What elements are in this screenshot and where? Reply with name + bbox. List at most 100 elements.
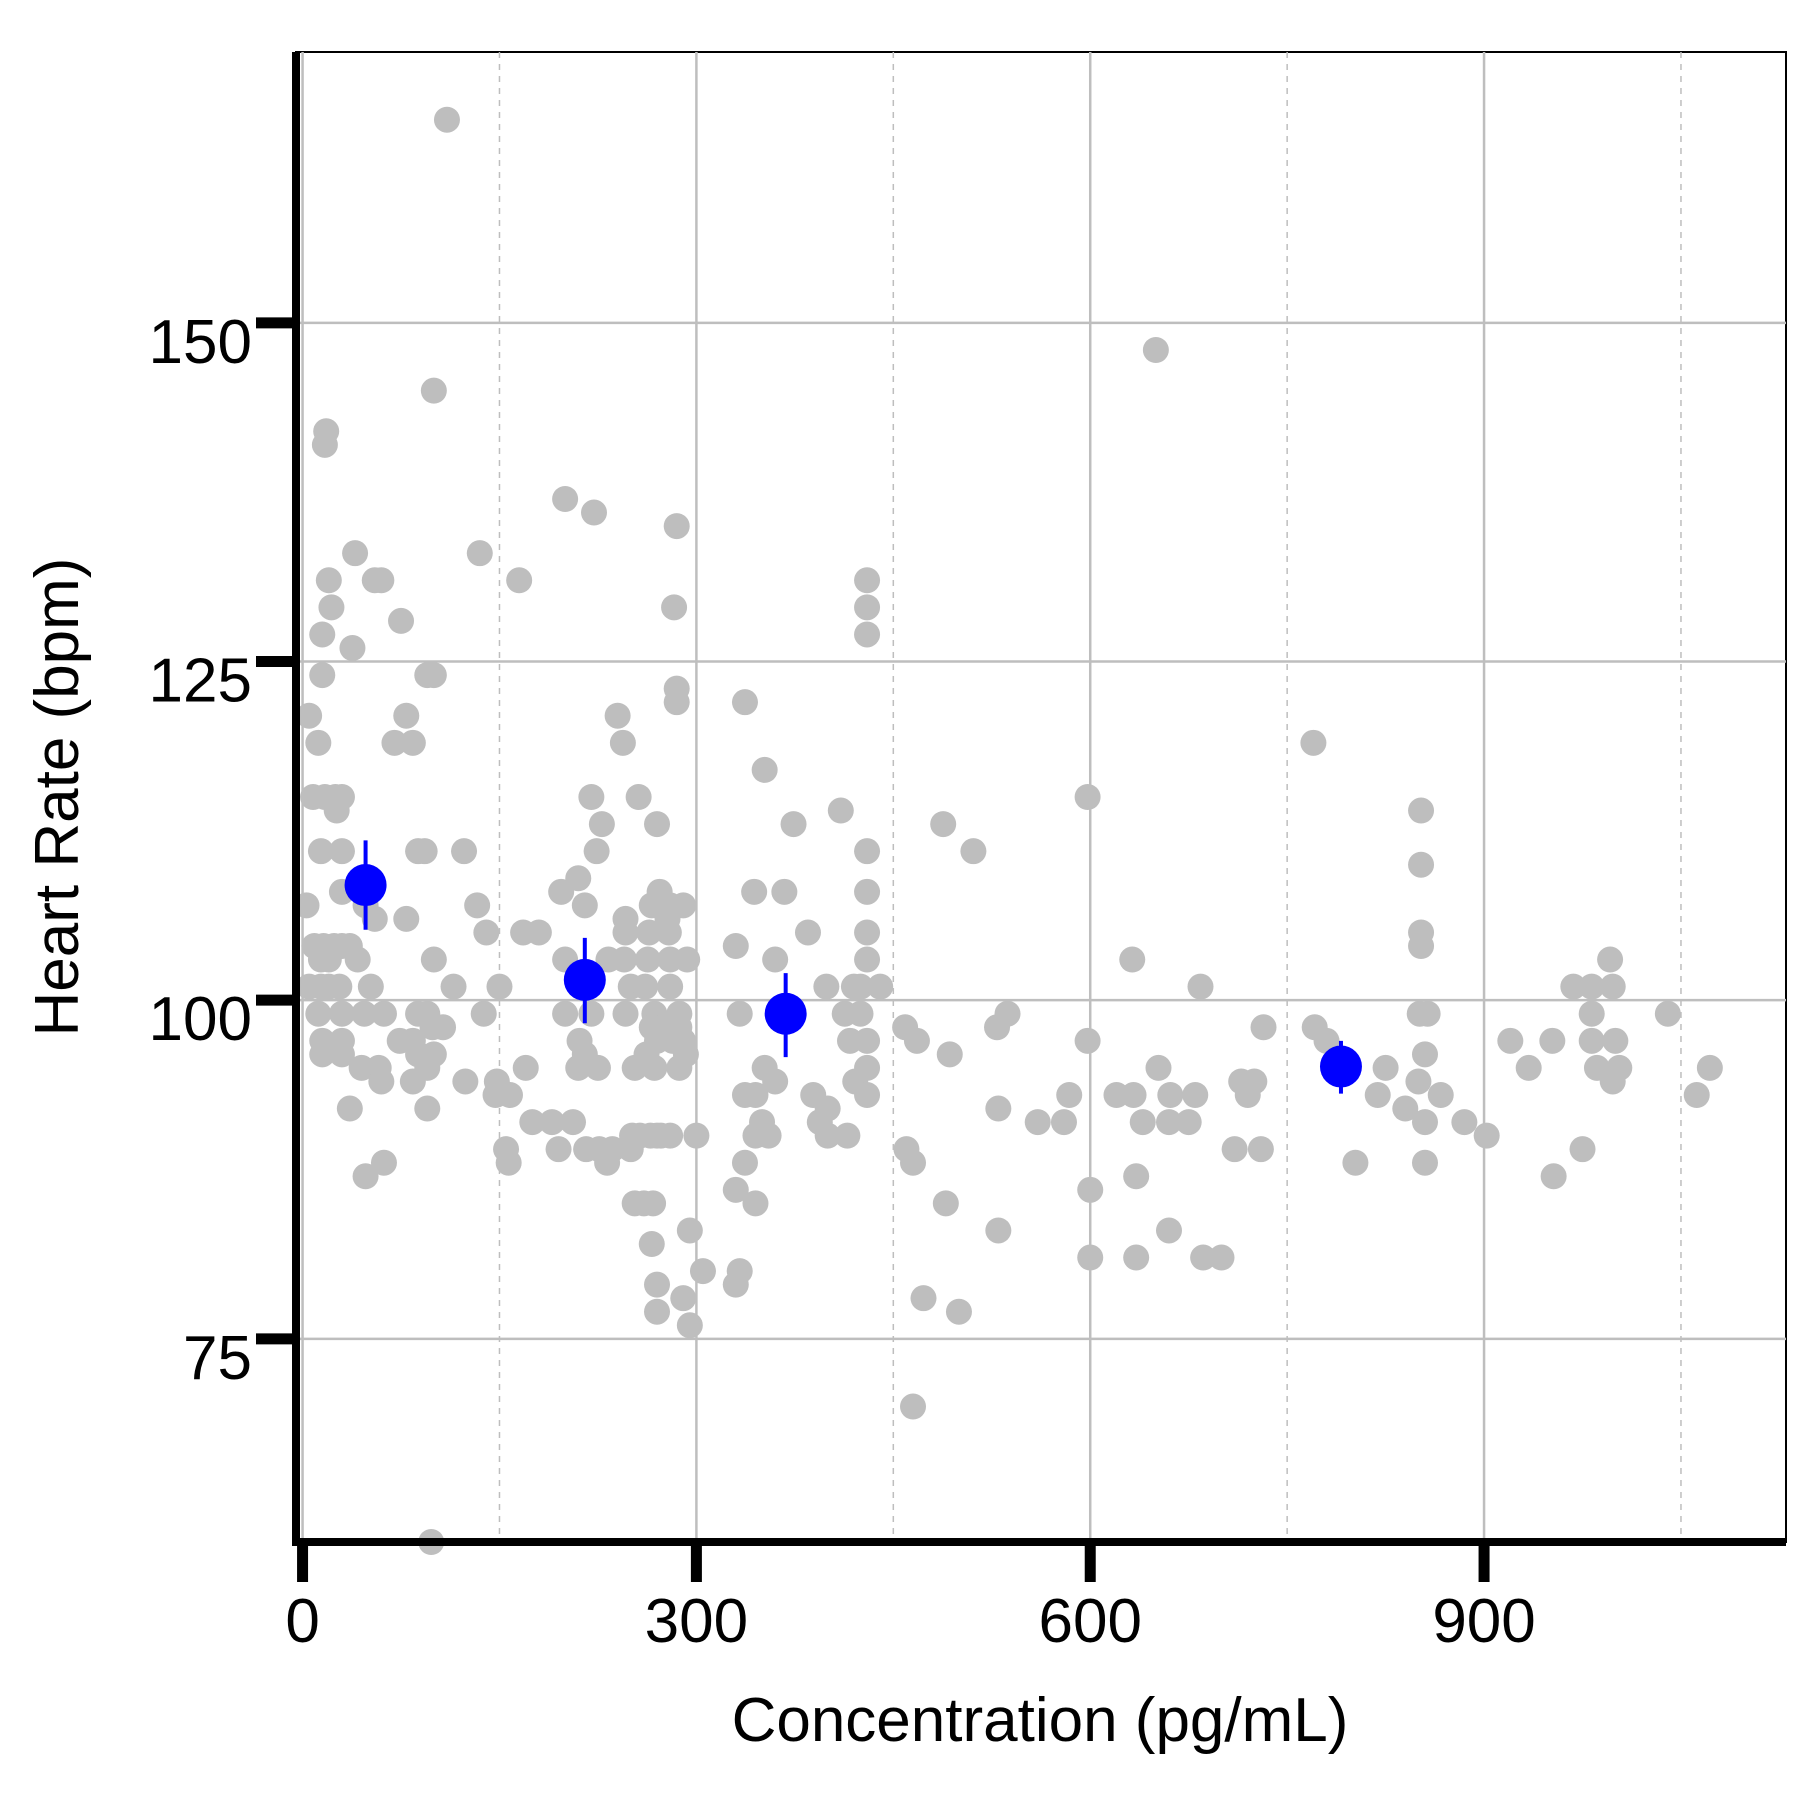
raw-data-point	[525, 919, 552, 946]
raw-data-point	[722, 1271, 749, 1298]
y-tick-label: 75	[183, 1324, 252, 1393]
raw-data-point	[1405, 1068, 1432, 1095]
raw-data-point	[1408, 933, 1435, 959]
raw-data-point	[847, 973, 874, 1000]
raw-data-point	[854, 838, 881, 865]
raw-data-point	[741, 878, 768, 905]
raw-data-point	[388, 607, 415, 634]
raw-data-point	[644, 811, 671, 838]
raw-data-point	[1599, 973, 1626, 1000]
raw-data-point	[393, 905, 420, 932]
raw-data-point	[657, 1122, 684, 1149]
raw-data-point	[641, 1054, 668, 1081]
raw-data-point	[1190, 1244, 1217, 1271]
raw-data-point	[903, 1027, 930, 1054]
raw-data-point	[565, 1054, 592, 1081]
raw-data-point	[945, 1298, 972, 1325]
summary-points	[344, 840, 1362, 1094]
raw-data-point	[1024, 1109, 1051, 1136]
raw-data-point	[466, 540, 493, 567]
raw-data-point	[1597, 946, 1624, 973]
y-axis-title: Heart Rate (bpm)	[23, 558, 92, 1037]
raw-data-point	[847, 1000, 874, 1027]
raw-data-point	[305, 729, 332, 756]
raw-data-point	[328, 1000, 355, 1027]
raw-data-point	[670, 1285, 697, 1312]
raw-data-point	[1077, 1244, 1104, 1271]
plot-background	[295, 51, 1787, 1543]
x-tick-label: 300	[645, 1587, 748, 1656]
raw-data-point	[751, 756, 778, 783]
raw-data-point	[1182, 1082, 1209, 1108]
raw-data-point	[932, 1190, 959, 1217]
raw-data-point	[657, 973, 684, 1000]
raw-data-point	[339, 635, 366, 661]
raw-data-point	[420, 946, 447, 973]
raw-data-point	[352, 1163, 379, 1190]
raw-data-point	[1411, 1041, 1438, 1068]
raw-data-point	[854, 946, 881, 973]
raw-data-point	[612, 919, 639, 946]
raw-data-point	[1208, 1244, 1235, 1271]
raw-data-point	[1539, 1027, 1566, 1054]
raw-data-point	[420, 662, 447, 689]
raw-data-point	[900, 1149, 927, 1176]
raw-data-point	[994, 1000, 1021, 1027]
raw-data-point	[960, 838, 987, 865]
raw-data-point	[336, 1095, 363, 1122]
raw-data-point	[1392, 1095, 1419, 1122]
raw-data-point	[361, 905, 388, 932]
raw-data-point	[1129, 1109, 1156, 1136]
raw-data-point	[411, 838, 438, 865]
raw-data-point	[867, 973, 894, 1000]
raw-data-point	[357, 973, 384, 1000]
raw-data-point	[1250, 1014, 1277, 1041]
summary-mean-point	[764, 992, 807, 1035]
raw-data-point	[1234, 1082, 1261, 1108]
raw-data-point	[854, 567, 881, 594]
raw-data-point	[1247, 1136, 1274, 1163]
raw-data-point	[722, 1176, 749, 1203]
y-tick-label: 150	[149, 308, 252, 377]
raw-data-point	[1123, 1244, 1150, 1271]
raw-data-point	[323, 797, 350, 824]
raw-data-point	[722, 933, 749, 959]
raw-data-point	[1599, 1068, 1626, 1095]
raw-data-point	[661, 594, 688, 621]
raw-data-point	[854, 919, 881, 946]
raw-data-point	[676, 1312, 703, 1339]
raw-data-point	[1221, 1136, 1248, 1163]
raw-data-point	[486, 973, 513, 1000]
raw-data-point	[609, 729, 636, 756]
raw-data-point	[1540, 1163, 1567, 1190]
raw-data-point	[1411, 1149, 1438, 1176]
raw-data-point	[663, 513, 690, 540]
raw-data-point	[594, 1149, 621, 1176]
raw-data-point	[430, 1014, 457, 1041]
raw-data-point	[559, 1109, 586, 1136]
raw-data-point	[1408, 797, 1435, 824]
raw-data-point	[1187, 973, 1214, 1000]
raw-data-point	[1372, 1054, 1399, 1081]
raw-data-point	[794, 919, 821, 946]
raw-data-point	[1077, 1176, 1104, 1203]
raw-data-point	[309, 662, 336, 689]
raw-data-point	[440, 973, 467, 1000]
raw-data-point	[351, 1000, 378, 1027]
raw-data-point	[1142, 337, 1169, 363]
raw-data-point	[1120, 1082, 1147, 1108]
summary-mean-point	[1319, 1045, 1362, 1088]
raw-data-point	[328, 838, 355, 865]
raw-data-point	[512, 1054, 539, 1081]
raw-data-point	[644, 1298, 671, 1325]
raw-data-point	[545, 1136, 572, 1163]
raw-data-point	[762, 946, 789, 973]
raw-data-point	[452, 1068, 479, 1095]
raw-data-point	[674, 946, 701, 973]
raw-data-point	[538, 1109, 565, 1136]
raw-data-point	[676, 1217, 703, 1244]
raw-data-point	[588, 811, 615, 838]
raw-data-point	[689, 1258, 716, 1285]
raw-data-point	[611, 946, 638, 973]
raw-data-point	[1074, 784, 1101, 810]
